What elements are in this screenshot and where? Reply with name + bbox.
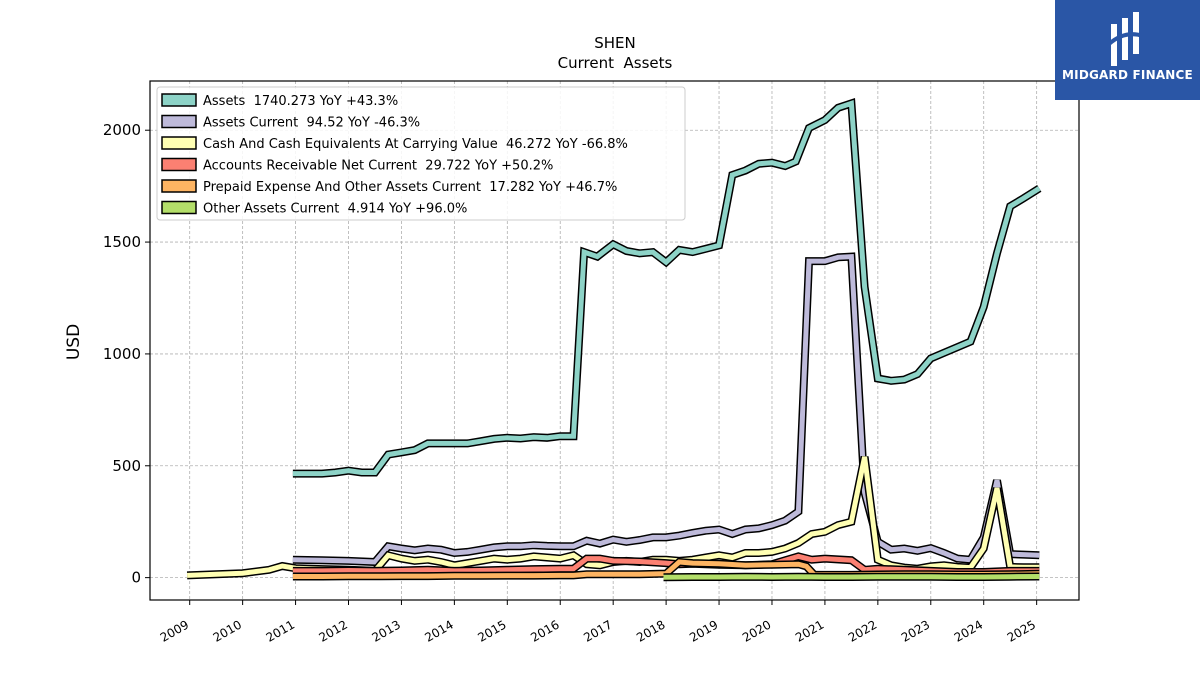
x-tick-label: 2011: [264, 617, 297, 644]
y-axis-label: USD: [64, 324, 84, 360]
legend-entry: Other Assets Current 4.914 YoY +96.0%: [203, 202, 467, 217]
x-tick-label: 2025: [1005, 617, 1038, 644]
x-tick-label: 2023: [899, 617, 932, 644]
legend-entry: Assets Current 94.52 YoY -46.3%: [203, 116, 420, 131]
y-tick-label: 1500: [103, 233, 141, 251]
legend-swatch: [161, 157, 197, 172]
legend-box: [156, 86, 686, 221]
legend-entry: Accounts Receivable Net Current 29.722 Y…: [203, 159, 553, 174]
chart-title: SHEN: [594, 34, 636, 52]
legend-swatch: [161, 200, 197, 215]
series-layer: [186, 97, 1042, 582]
y-tick-label: 0: [131, 569, 141, 587]
x-tick-label: 2019: [687, 617, 720, 644]
legend-entry: Cash And Cash Equivalents At Carrying Va…: [203, 137, 628, 152]
legend-swatch: [161, 179, 197, 193]
series-2: [292, 252, 1040, 567]
x-tick-label: 2013: [369, 617, 402, 644]
legend-swatch: [161, 136, 197, 150]
legend-entry: Assets 1740.273 YoY +43.3%: [203, 94, 398, 109]
x-tick-label: 2020: [740, 617, 773, 644]
x-tick-label: 2009: [158, 617, 191, 644]
plot-frame: [149, 80, 1080, 601]
x-tick-label: 2017: [581, 617, 614, 644]
series-1: [292, 97, 1042, 478]
y-tick-label: 1000: [103, 345, 141, 363]
legend-entry: Prepaid Expense And Other Assets Current…: [203, 180, 617, 195]
x-tick-label: 2012: [317, 617, 350, 644]
brand-logo: MIDGARD FINANCE: [1055, 0, 1200, 100]
legend-swatch: [161, 93, 197, 107]
legend: Assets 1740.273 YoY +43.3% Assets Current…: [156, 86, 686, 221]
y-tick-label: 500: [112, 457, 141, 475]
series-line: [292, 100, 1041, 477]
x-tick-label: 2018: [634, 617, 667, 644]
brand-name: MIDGARD FINANCE: [1062, 68, 1193, 82]
series-line: [292, 253, 1040, 565]
y-tick-label: 2000: [103, 121, 141, 139]
x-tick-label: 2024: [952, 617, 985, 644]
chart-subtitle: Current Assets: [558, 54, 673, 72]
legend-swatch: [161, 114, 197, 129]
midgard-logo-icon: [1107, 12, 1144, 66]
y-axis: 0 500 1000 1500 2000: [103, 121, 150, 587]
x-tick-label: 2016: [528, 617, 561, 644]
x-tick-label: 2010: [211, 617, 244, 644]
x-tick-label: 2015: [475, 617, 508, 644]
x-tick-label: 2022: [846, 617, 879, 644]
x-axis: 2009 2010 2011 2012 2013 2014 2015 2016 2017 2018…: [158, 600, 1038, 645]
series-line: [663, 574, 1040, 580]
x-tick-label: 2021: [793, 617, 826, 644]
series-6: [663, 572, 1040, 582]
x-tick-label: 2014: [422, 617, 455, 644]
